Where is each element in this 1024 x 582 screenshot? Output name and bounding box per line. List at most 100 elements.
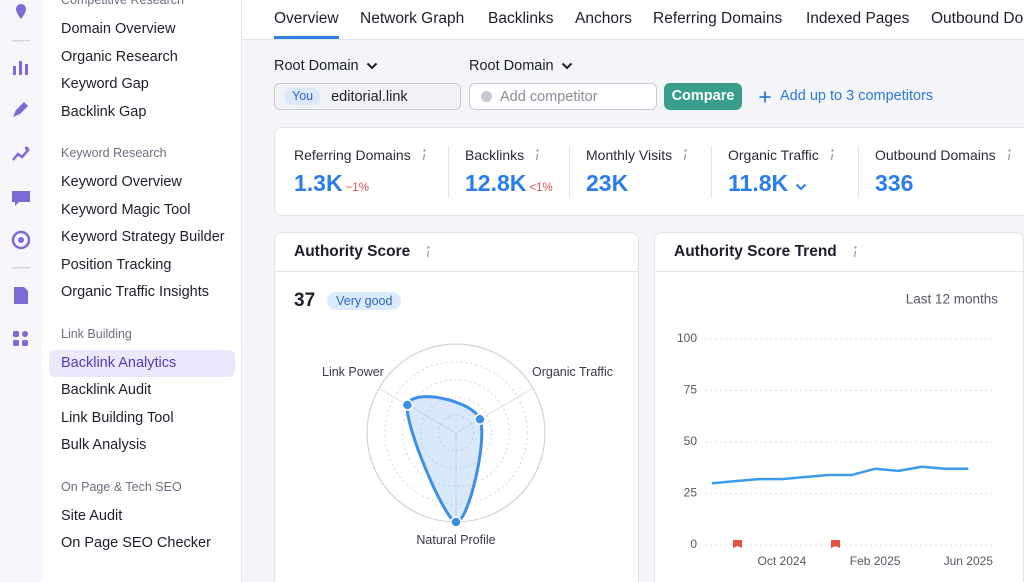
icon-pen[interactable]	[13, 102, 28, 117]
score-rating: Very good	[327, 292, 402, 310]
icon-apps[interactable]	[13, 331, 19, 337]
icon-target-dot	[18, 237, 24, 243]
plus-icon	[759, 91, 771, 102]
nav-item[interactable]: Link Building Tool	[61, 409, 174, 426]
icon-chart[interactable]	[19, 61, 22, 75]
nav-item[interactable]: Site Audit	[61, 507, 123, 524]
nav-item[interactable]: Keyword Gap	[61, 76, 149, 93]
info-stem	[535, 153, 539, 161]
nav-item[interactable]: Backlink Gap	[61, 103, 147, 120]
icon-message[interactable]	[12, 191, 30, 206]
chevron-line	[795, 183, 807, 191]
nav-item[interactable]: Keyword Strategy Builder	[61, 229, 225, 246]
root-domain-select[interactable]: Root Domain	[274, 57, 378, 75]
info-dot	[854, 246, 857, 249]
root-domain-select[interactable]: Root Domain	[469, 57, 573, 75]
info-dot	[831, 149, 834, 152]
icon-apps[interactable]	[22, 340, 28, 346]
sidebar: Competitive Research Domain Overview Organ…	[42, 0, 242, 582]
card-title: Authority Score	[294, 243, 411, 260]
section-title: On Page & Tech SEO	[61, 479, 182, 494]
you-tag: You	[284, 88, 322, 105]
info-icon	[830, 149, 834, 161]
metric-label: Backlinks	[465, 147, 525, 163]
tab[interactable]: Indexed Pages	[806, 10, 910, 27]
chevron	[795, 183, 807, 191]
metric-value[interactable]: 11.8K	[728, 170, 789, 196]
nav-item[interactable]: Backlink Audit	[61, 382, 152, 399]
metrics-card: Referring Domains 1.3K −1% Backlinks 12.8K <1…	[274, 127, 1024, 216]
metric-value-row: 23K	[586, 170, 628, 197]
info-dot	[536, 149, 539, 152]
tab[interactable]: Anchors	[575, 10, 632, 27]
rail-separator	[12, 40, 30, 42]
nav-item[interactable]: On Page SEO Checker	[61, 535, 211, 552]
nav-item[interactable]: Position Tracking	[61, 256, 172, 273]
tab[interactable]: Outbound Domains	[931, 10, 1024, 27]
competitor-input[interactable]: Add competitor	[469, 83, 657, 110]
authority-trend-card: Authority Score Trend	[654, 232, 1024, 582]
nav-item[interactable]: Domain Overview	[61, 21, 176, 38]
icon-doc[interactable]	[14, 287, 28, 304]
metric-divider	[448, 146, 449, 198]
chevron-line	[561, 62, 572, 70]
tab[interactable]: Network Graph	[360, 10, 465, 27]
metric-value[interactable]: 1.3K	[294, 170, 343, 196]
tab[interactable]: Overview	[274, 10, 339, 27]
info-icon	[1007, 149, 1011, 161]
link-text: Add up to 3 competitors	[780, 88, 934, 104]
metric-change: −1%	[345, 182, 369, 194]
compare-button[interactable]: Compare	[664, 83, 742, 110]
metric-divider	[858, 146, 859, 198]
metric-value[interactable]: 336	[875, 170, 914, 196]
metric-divider	[569, 146, 570, 198]
add-competitors-link[interactable]: Add up to 3 competitors	[759, 87, 933, 106]
plus	[759, 91, 771, 102]
info-icon	[427, 246, 430, 258]
info-stem	[853, 250, 856, 258]
tab[interactable]: Backlinks	[488, 10, 554, 27]
metric-label-row: Outbound Domains	[875, 147, 1013, 163]
icon-trend[interactable]	[12, 146, 30, 161]
domain-input[interactable]: You editorial.link	[274, 83, 461, 110]
placeholder: Add competitor	[500, 88, 598, 105]
chevron	[366, 62, 377, 70]
nav-item[interactable]: Keyword Overview	[61, 174, 182, 191]
nav-item-active[interactable]: Backlink Analytics	[49, 349, 235, 377]
nav-item[interactable]: Organic Research	[61, 48, 178, 65]
metric-label-row: Referring Domains	[294, 147, 428, 163]
info-stem	[427, 250, 430, 258]
nav-item[interactable]: Bulk Analysis	[61, 437, 147, 454]
metric-divider	[711, 146, 712, 198]
metric-label-row: Organic Traffic	[728, 147, 836, 163]
nav-item[interactable]: Keyword Magic Tool	[61, 201, 191, 218]
section-title: Link Building	[61, 326, 132, 341]
icon-chart[interactable]	[25, 64, 28, 75]
icon-chart[interactable]	[13, 66, 16, 75]
nav-item[interactable]: Organic Traffic Insights	[61, 284, 210, 301]
metric-label-row: Backlinks	[465, 147, 541, 163]
icon-apps[interactable]	[13, 340, 19, 346]
icon-target[interactable]	[11, 230, 31, 250]
metric-label: Referring Domains	[294, 147, 411, 163]
icon-location[interactable]	[16, 4, 26, 19]
authority-score-card: Authority Score 37 Very good	[274, 232, 639, 582]
tab[interactable]: Referring Domains	[653, 10, 783, 27]
info-stem	[830, 153, 833, 161]
tab-bar: Overview Network Graph Backlinks Anchors Ref…	[242, 0, 1024, 40]
metric-value[interactable]: 23K	[586, 170, 629, 196]
metric-label: Outbound Domains	[875, 147, 996, 163]
select-label: Root Domain	[274, 58, 359, 74]
section-title: Competitive Research	[61, 0, 184, 7]
metric-value[interactable]: 12.8K	[465, 170, 527, 196]
score-row: 37 Very good	[294, 290, 402, 312]
info-dot	[427, 246, 430, 249]
info-stem	[422, 153, 425, 161]
select-label: Root Domain	[469, 58, 554, 74]
card-title-row: Authority Score Trend	[674, 243, 859, 261]
metric-value-row: 12.8K <1%	[465, 170, 553, 197]
chevron	[561, 62, 572, 70]
rail-separator	[12, 267, 30, 269]
info-icon	[683, 149, 687, 161]
icon-apps[interactable]	[22, 331, 28, 337]
